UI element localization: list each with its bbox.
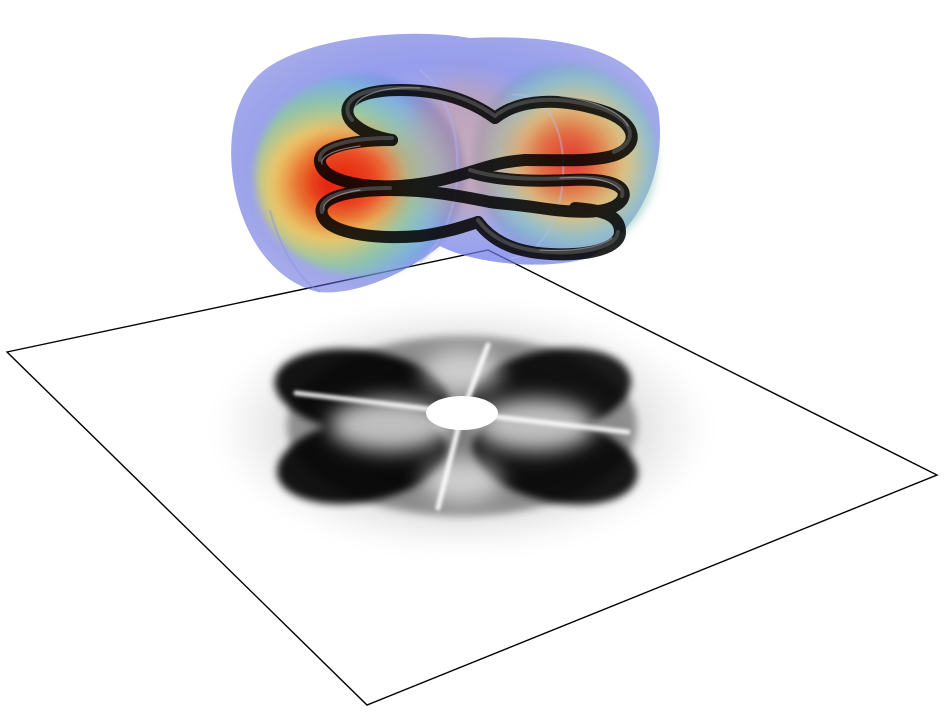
shadow-petals (274, 348, 638, 505)
knot-tube (314, 84, 638, 261)
shadow-center-hole (426, 396, 498, 430)
shadow-projection (212, 303, 712, 553)
